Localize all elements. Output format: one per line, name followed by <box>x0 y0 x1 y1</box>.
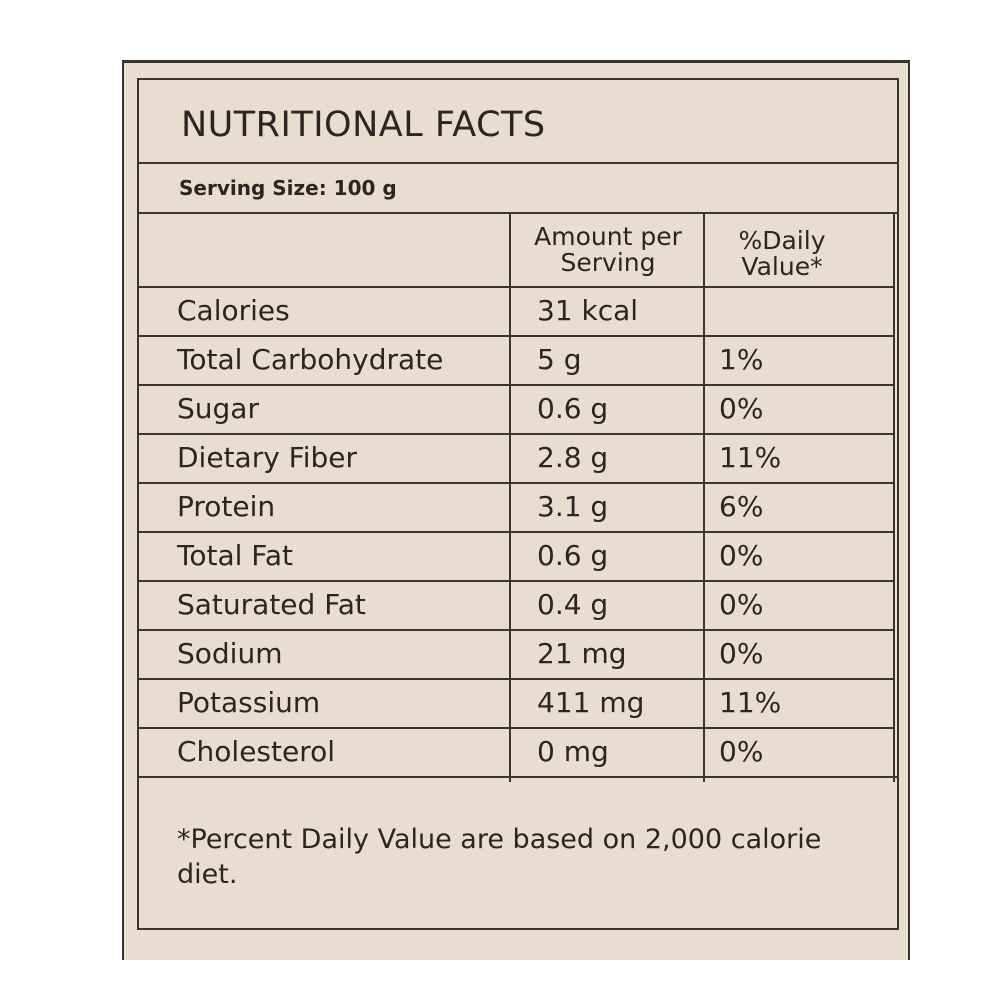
nutrient-daily-value: 6% <box>719 490 764 523</box>
nutrient-amount: 2.8 g <box>537 441 609 474</box>
nutrition-facts-table: NUTRITIONAL FACTS Serving Size: 100 g Am… <box>137 78 899 930</box>
nutrient-name: Sugar <box>177 392 259 425</box>
nutrient-daily-value: 11% <box>719 686 782 719</box>
footnote: *Percent Daily Value are based on 2,000 … <box>177 824 822 891</box>
row-divider <box>139 580 895 582</box>
row-divider <box>139 433 895 435</box>
row-divider <box>139 629 895 631</box>
serving-size: Serving Size: 100 g <box>179 176 397 200</box>
nutrient-amount: 0.6 g <box>537 392 609 425</box>
nutrient-name: Saturated Fat <box>177 588 366 621</box>
table-title: NUTRITIONAL FACTS <box>181 105 546 145</box>
nutrient-name: Cholesterol <box>177 735 336 768</box>
row-divider <box>139 727 895 729</box>
row-divider <box>139 531 895 533</box>
label-card <box>122 60 910 960</box>
nutrient-name: Dietary Fiber <box>177 441 358 474</box>
nutrient-amount: 3.1 g <box>537 490 609 523</box>
nutrient-daily-value: 0% <box>719 735 764 768</box>
row-divider <box>139 384 895 386</box>
nutrient-name: Protein <box>177 490 276 523</box>
nutrient-amount: 31 kcal <box>537 294 639 327</box>
nutrient-daily-value: 0% <box>719 637 764 670</box>
nutrient-daily-value: 0% <box>719 539 764 572</box>
nutrient-amount: 0 mg <box>537 735 609 768</box>
row-divider <box>139 482 895 484</box>
nutrient-name: Total Carbohydrate <box>177 343 444 376</box>
nutrient-amount: 411 mg <box>537 686 645 719</box>
nutrient-daily-value: 0% <box>719 588 764 621</box>
row-divider <box>139 678 895 680</box>
nutrient-amount: 0.6 g <box>537 539 609 572</box>
nutrient-amount: 5 g <box>537 343 582 376</box>
nutrient-name: Total Fat <box>177 539 293 572</box>
nutrient-name: Sodium <box>177 637 283 670</box>
row-divider <box>139 335 895 337</box>
header-divider <box>139 286 895 288</box>
column-divider-3 <box>893 212 895 782</box>
row-divider <box>139 776 897 778</box>
nutrient-name: Potassium <box>177 686 321 719</box>
title-divider <box>139 162 897 164</box>
nutrient-amount: 0.4 g <box>537 588 609 621</box>
nutrient-daily-value: 0% <box>719 392 764 425</box>
nutrient-daily-value: 11% <box>719 441 782 474</box>
serving-divider <box>139 212 897 214</box>
nutrient-amount: 21 mg <box>537 637 627 670</box>
column-divider-2 <box>703 212 705 782</box>
nutrient-daily-value: 1% <box>719 343 764 376</box>
column-divider-1 <box>509 212 511 782</box>
nutrient-name: Calories <box>177 294 290 327</box>
column-header-amount: Amount per Serving <box>534 222 682 278</box>
column-header-daily-value: %Daily Value* <box>738 226 826 282</box>
